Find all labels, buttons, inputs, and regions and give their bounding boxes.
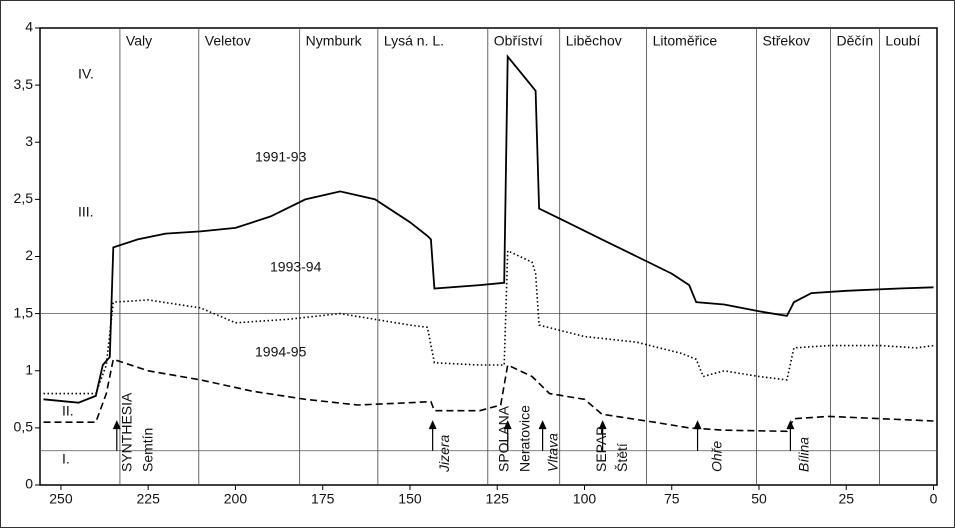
class-label: IV. <box>78 66 94 82</box>
series-label: 1994-95 <box>255 344 307 360</box>
series-line <box>43 358 934 433</box>
place-label: Střekov <box>763 33 810 49</box>
x-tick-label: 50 <box>751 491 767 507</box>
x-tick-label: 100 <box>573 491 597 507</box>
source-label: Štětí <box>614 443 630 472</box>
x-tick-label: 250 <box>49 491 73 507</box>
source-label: SEPAP <box>593 426 609 472</box>
place-label: Veletov <box>205 33 251 49</box>
y-tick-label: 1 <box>25 361 33 377</box>
x-tick-label: 150 <box>398 491 422 507</box>
place-label: Litoměřice <box>653 33 718 49</box>
series-label: 1991-93 <box>255 149 307 165</box>
place-label: Děčín <box>837 33 874 49</box>
arrow-head <box>428 420 437 430</box>
x-tick-label: 125 <box>486 491 510 507</box>
x-tick-label: 200 <box>224 491 248 507</box>
y-tick-label: 3 <box>25 133 33 149</box>
source-label: Ohře <box>708 441 724 472</box>
y-tick-label: 1,5 <box>14 304 34 320</box>
arrow-head <box>693 420 702 430</box>
place-label: Nymburk <box>306 33 363 49</box>
x-tick-label: 25 <box>838 491 854 507</box>
y-tick-label: 3,5 <box>14 76 34 92</box>
y-tick-label: 0 <box>25 476 33 492</box>
source-label: SYNTHESIA <box>118 392 134 472</box>
source-label: SPOLANA <box>495 405 511 472</box>
place-label: Obříství <box>494 33 543 49</box>
series-label: 1993-94 <box>270 259 322 275</box>
source-label: Bílina <box>796 437 812 472</box>
x-tick-label: 0 <box>930 491 938 507</box>
series-line <box>43 54 934 404</box>
place-label: Lysá n. L. <box>384 33 444 49</box>
source-label: Jizera <box>436 434 452 473</box>
y-tick-label: 2 <box>25 247 33 263</box>
arrow-head <box>503 420 512 430</box>
class-label: II. <box>62 403 74 419</box>
x-tick-label: 175 <box>311 491 335 507</box>
arrow-head <box>538 420 547 430</box>
x-tick-label: 225 <box>137 491 161 507</box>
arrow-head <box>598 420 607 430</box>
series-line <box>43 249 934 395</box>
place-label: Loubí <box>885 33 920 49</box>
place-label: Valy <box>126 33 152 49</box>
source-label: Neratovice <box>516 405 532 472</box>
x-tick-label: 75 <box>664 491 680 507</box>
class-label: I. <box>62 451 70 467</box>
source-label: Semtín <box>139 428 155 472</box>
y-tick-label: 2,5 <box>14 190 34 206</box>
source-label: Vltava <box>544 433 560 472</box>
class-label: III. <box>78 204 94 220</box>
place-label: Liběchov <box>566 33 622 49</box>
y-tick-label: 0,5 <box>14 419 34 435</box>
y-tick-label: 4 <box>25 19 33 35</box>
arrow-head <box>112 420 121 430</box>
